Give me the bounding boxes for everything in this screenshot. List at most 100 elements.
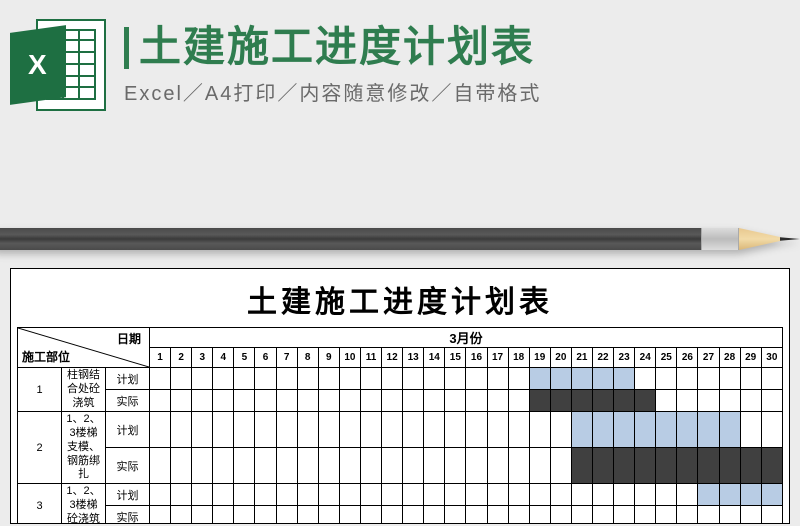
gantt-cell: [740, 390, 761, 412]
gantt-cell: [403, 412, 424, 448]
task-name: 1、2、3楼梯支模、钢筋绑扎: [62, 412, 106, 484]
gantt-table: 日期 施工部位 3月份 1234567891011121314151617181…: [17, 327, 783, 524]
gantt-cell: [719, 368, 740, 390]
gantt-cell: [192, 448, 213, 484]
gantt-cell: [171, 412, 192, 448]
gantt-cell: [677, 484, 698, 506]
day-header: 7: [276, 348, 297, 368]
gantt-cell: [487, 506, 508, 524]
task-row-plan: 31、2、3楼梯砼浇筑计划: [18, 484, 783, 506]
day-header: 29: [740, 348, 761, 368]
gantt-cell: [213, 368, 234, 390]
header-banner: X 土建施工进度计划表 Excel／A4打印／内容随意修改／自带格式: [10, 10, 790, 120]
gantt-cell: [508, 506, 529, 524]
task-row-actual: 实际: [18, 506, 783, 524]
gantt-cell: [339, 506, 360, 524]
pencil-tip: [780, 228, 800, 250]
gantt-cell: [276, 506, 297, 524]
plan-label: 计划: [106, 368, 150, 390]
gantt-cell: [740, 412, 761, 448]
gantt-cell: [635, 390, 656, 412]
gantt-cell: [592, 484, 613, 506]
gantt-cell: [234, 506, 255, 524]
day-header: 19: [529, 348, 550, 368]
gantt-cell: [592, 368, 613, 390]
gantt-cell: [550, 368, 571, 390]
gantt-cell: [150, 484, 171, 506]
gantt-cell: [635, 368, 656, 390]
day-header: 4: [213, 348, 234, 368]
gantt-cell: [698, 506, 719, 524]
gantt-cell: [382, 390, 403, 412]
page-root: X 土建施工进度计划表 Excel／A4打印／内容随意修改／自带格式 土建施工进…: [0, 0, 800, 526]
day-header: 10: [339, 348, 360, 368]
day-header: 2: [171, 348, 192, 368]
plan-label: 计划: [106, 484, 150, 506]
day-header: 24: [635, 348, 656, 368]
day-header: 11: [360, 348, 381, 368]
gantt-cell: [297, 412, 318, 448]
gantt-cell: [571, 390, 592, 412]
gantt-cell: [445, 484, 466, 506]
gantt-cell: [656, 484, 677, 506]
sheet-preview: 土建施工进度计划表 日期 施工部位 3月份 123456789101112131…: [10, 268, 790, 524]
gantt-cell: [698, 484, 719, 506]
day-header: 15: [445, 348, 466, 368]
gantt-cell: [761, 368, 782, 390]
day-header: 30: [761, 348, 782, 368]
month-header: 3月份: [150, 328, 783, 348]
gantt-cell: [424, 484, 445, 506]
gantt-cell: [297, 484, 318, 506]
day-header: 25: [656, 348, 677, 368]
gantt-cell: [571, 506, 592, 524]
gantt-cell: [592, 448, 613, 484]
day-header: 16: [466, 348, 487, 368]
task-row-actual: 实际: [18, 448, 783, 484]
gantt-cell: [255, 506, 276, 524]
day-header: 22: [592, 348, 613, 368]
gantt-cell: [255, 368, 276, 390]
day-header: 12: [382, 348, 403, 368]
gantt-cell: [213, 448, 234, 484]
day-header: 21: [571, 348, 592, 368]
gantt-cell: [529, 448, 550, 484]
gantt-cell: [614, 506, 635, 524]
gantt-cell: [761, 448, 782, 484]
gantt-cell: [403, 484, 424, 506]
gantt-cell: [318, 506, 339, 524]
day-header: 26: [677, 348, 698, 368]
gantt-cell: [382, 368, 403, 390]
gantt-cell: [403, 506, 424, 524]
gantt-cell: [213, 390, 234, 412]
day-header: 9: [318, 348, 339, 368]
main-title: 土建施工进度计划表: [139, 24, 535, 70]
gantt-cell: [487, 448, 508, 484]
gantt-cell: [255, 448, 276, 484]
gantt-cell: [318, 368, 339, 390]
gantt-cell: [234, 368, 255, 390]
gantt-cell: [424, 390, 445, 412]
pencil-wood: [739, 228, 781, 250]
day-header: 17: [487, 348, 508, 368]
gantt-cell: [360, 368, 381, 390]
gantt-cell: [445, 390, 466, 412]
actual-label: 实际: [106, 448, 150, 484]
gantt-cell: [339, 448, 360, 484]
gantt-cell: [424, 368, 445, 390]
gantt-cell: [740, 506, 761, 524]
title-accent-bar: [124, 27, 129, 69]
gantt-cell: [360, 412, 381, 448]
gantt-cell: [171, 368, 192, 390]
task-row-plan: 1柱钢结合处砼浇筑计划: [18, 368, 783, 390]
gantt-cell: [234, 484, 255, 506]
gantt-cell: [571, 484, 592, 506]
gantt-cell: [192, 484, 213, 506]
corner-part-label: 施工部位: [22, 348, 70, 365]
gantt-cell: [635, 506, 656, 524]
gantt-cell: [761, 412, 782, 448]
task-index: 1: [18, 368, 62, 412]
excel-icon-badge: X: [10, 25, 66, 105]
gantt-cell: [339, 412, 360, 448]
gantt-cell: [403, 368, 424, 390]
gantt-cell: [297, 368, 318, 390]
